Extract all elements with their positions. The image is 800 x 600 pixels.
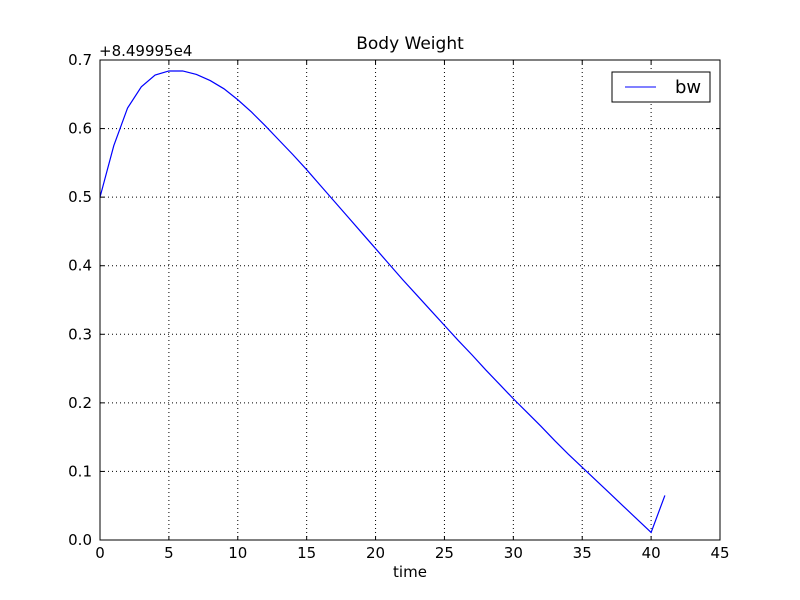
x-tick-label: 20 xyxy=(366,544,385,562)
x-tick-label: 40 xyxy=(642,544,661,562)
plot-frame xyxy=(99,59,721,541)
x-tick-label: 35 xyxy=(573,544,592,562)
x-tick-label: 5 xyxy=(164,544,174,562)
series-layer xyxy=(99,70,666,534)
y-tick-label: 0.1 xyxy=(68,462,92,480)
y-tick-label: 0.3 xyxy=(68,325,92,343)
x-tick-label: 0 xyxy=(95,544,105,562)
legend-label-bw: bw xyxy=(675,77,701,98)
x-axis-label: time xyxy=(393,563,427,581)
axis-ticks xyxy=(99,59,721,541)
y-tick-label: 0.7 xyxy=(68,51,92,69)
x-tick-label: 10 xyxy=(228,544,247,562)
legend: bw xyxy=(611,71,711,103)
chart-title: Body Weight xyxy=(356,34,464,54)
x-tick-label: 15 xyxy=(297,544,316,562)
y-offset-label: +8.49995e4 xyxy=(99,42,192,60)
y-tick-label: 0.0 xyxy=(68,531,92,549)
y-tick-label: 0.6 xyxy=(68,120,92,138)
y-tick-label: 0.5 xyxy=(68,188,92,206)
series-line-bw xyxy=(99,70,666,534)
x-tick-label: 45 xyxy=(710,544,729,562)
y-tick-label: 0.4 xyxy=(68,257,92,275)
tick-labels: 0 5 10 15 20 25 30 35 40 45 0.0 0.1 0.2 0.3 0.4 0.5 0.6 0… xyxy=(68,51,729,562)
y-tick-label: 0.2 xyxy=(68,394,92,412)
grid-lines xyxy=(100,60,720,540)
x-tick-label: 25 xyxy=(435,544,454,562)
x-tick-label: 30 xyxy=(504,544,523,562)
